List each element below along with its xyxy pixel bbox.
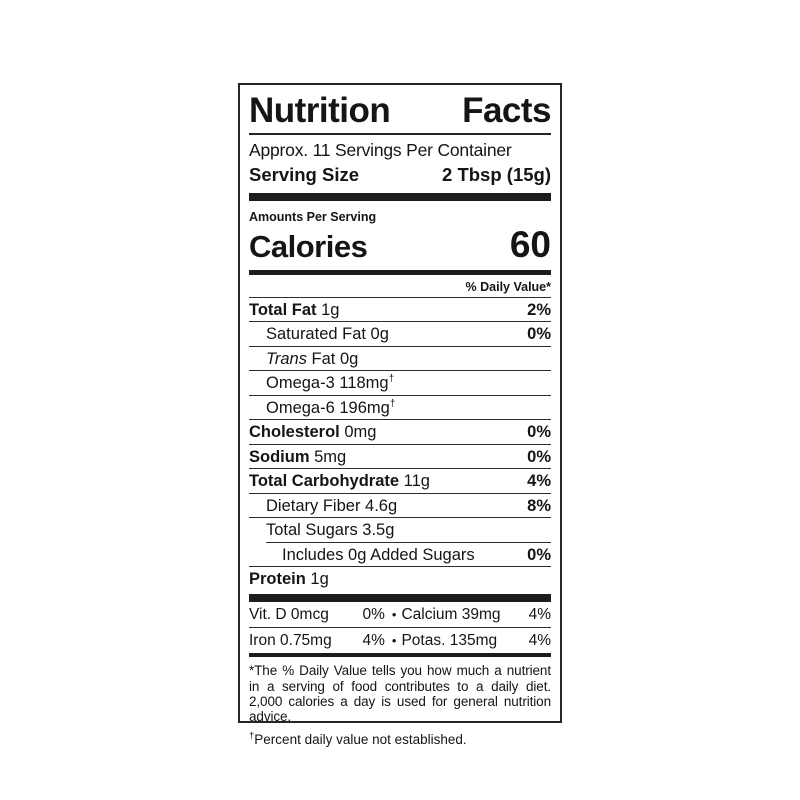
nutrient-row-total-carbohydrate: Total Carbohydrate 11g 4% (249, 468, 551, 492)
nutrient-dv: 0% (527, 325, 551, 344)
calories-label: Calories (249, 229, 368, 264)
micronutrient-dv: 0% (362, 605, 385, 623)
serving-size-value: 2 Tbsp (15g) (442, 164, 551, 185)
nutrient-dv: 0% (527, 447, 551, 466)
dagger-mark: † (388, 373, 395, 385)
micronutrient-row-vitd-calcium: Vit. D 0mcg 0% • Calcium 39mg 4% (249, 602, 551, 627)
micronutrient-dv: 4% (528, 631, 551, 649)
nutrient-name: Sodium 5mg (249, 447, 347, 466)
servings-per-container: Approx. 11 Servings Per Container (249, 140, 512, 160)
micronutrient-name: Vit. D 0mcg (249, 605, 329, 623)
nutrient-row-omega-6: Omega-6 196mg† (249, 394, 551, 419)
label-title-word-2: Facts (462, 91, 551, 130)
daily-value-header: % Daily Value* (465, 280, 551, 294)
micronutrient-dv: 4% (362, 631, 385, 649)
serving-size-label: Serving Size (249, 164, 360, 185)
nutrient-name: Omega-6 196mg† (266, 398, 396, 417)
bullet-separator: • (391, 606, 397, 622)
nutrient-dv: 8% (527, 496, 551, 515)
nutrient-dv: 4% (527, 472, 551, 491)
nutrition-facts-panel: Nutrition Facts Approx. 11 Servings Per … (238, 83, 562, 747)
serving-size-row: Serving Size 2 Tbsp (15g) (249, 162, 551, 193)
nutrient-name: Dietary Fiber 4.6g (266, 496, 398, 515)
dagger-footnote: †Percent daily value not established. (249, 730, 467, 747)
nutrient-name: Omega-3 118mg† (266, 373, 395, 393)
micronutrient-row-iron-potassium: Iron 0.75mg 4% • Potas. 135mg 4% (249, 626, 551, 653)
footnote-divider (249, 652, 551, 658)
micronutrient-name: Iron 0.75mg (249, 631, 332, 649)
label-title: Nutrition Facts (249, 85, 551, 133)
daily-value-footnote: *The % Daily Value tells you how much a … (249, 663, 551, 725)
nutrient-row-protein: Protein 1g (249, 566, 551, 593)
nutrient-name: Protein 1g (249, 570, 329, 589)
micronutrient-left: Vit. D 0mcg 0% (249, 606, 385, 624)
nutrient-row-dietary-fiber: Dietary Fiber 4.6g 8% (249, 492, 551, 517)
nutrient-name: Includes 0g Added Sugars (282, 545, 475, 564)
dagger-mark: † (249, 730, 255, 742)
calories-value: 60 (509, 224, 551, 265)
nutrient-row-trans-fat: Trans Fat 0g (249, 345, 551, 370)
nutrient-row-sodium: Sodium 5mg 0% (249, 443, 551, 468)
nutrient-row-total-sugars: Total Sugars 3.5g (249, 517, 551, 541)
nutrient-dv: 2% (527, 301, 551, 319)
nutrient-row-cholesterol: Cholesterol 0mg 0% (249, 419, 551, 443)
micronutrient-name: Calcium 39mg (401, 605, 501, 623)
calories-row: Calories 60 (249, 224, 551, 270)
nutrient-name: Saturated Fat 0g (266, 325, 389, 344)
nutrient-row-omega-3: Omega-3 118mg† (249, 370, 551, 394)
thick-divider-top (249, 193, 551, 201)
label-title-word-1: Nutrition (249, 91, 391, 130)
nutrient-row-saturated-fat: Saturated Fat 0g 0% (249, 321, 551, 345)
micronutrient-name: Potas. 135mg (401, 631, 498, 649)
nutrient-dv: 0% (527, 545, 551, 564)
nutrient-name: Total Sugars 3.5g (266, 521, 395, 540)
nutrient-name: Cholesterol 0mg (249, 423, 377, 442)
amounts-per-serving: Amounts Per Serving (249, 210, 377, 224)
micronutrient-right: Calcium 39mg 4% (401, 606, 551, 624)
calories-divider (249, 270, 551, 275)
micronutrient-left: Iron 0.75mg 4% (249, 632, 385, 650)
nutrient-dv: 0% (527, 423, 551, 442)
title-divider (249, 133, 551, 135)
micronutrient-dv: 4% (528, 605, 551, 623)
bullet-separator: • (391, 632, 397, 648)
nutrient-name: Total Fat 1g (249, 301, 340, 319)
dagger-mark: † (389, 398, 396, 410)
nutrient-row-added-sugars: Includes 0g Added Sugars 0% (266, 541, 551, 566)
micronutrient-right: Potas. 135mg 4% (401, 632, 551, 650)
nutrient-row-total-fat: Total Fat 1g 2% (249, 297, 551, 321)
thick-divider-bottom (249, 593, 551, 602)
nutrient-name: Total Carbohydrate 11g (249, 472, 430, 491)
nutrient-name: Trans Fat 0g (266, 349, 359, 368)
